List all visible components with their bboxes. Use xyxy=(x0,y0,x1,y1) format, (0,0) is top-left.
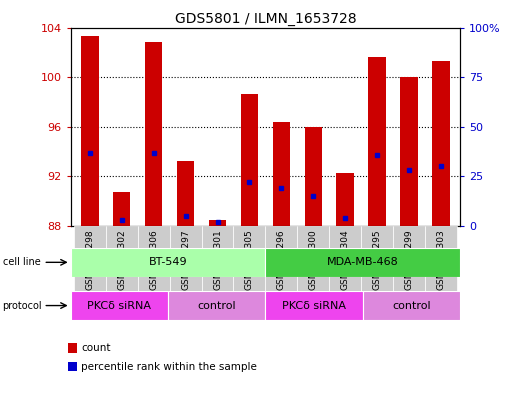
Text: GSM1338304: GSM1338304 xyxy=(341,229,350,290)
Text: GSM1338299: GSM1338299 xyxy=(405,229,414,290)
Bar xyxy=(363,291,460,320)
Bar xyxy=(425,226,457,299)
Text: GSM1338306: GSM1338306 xyxy=(149,229,158,290)
Bar xyxy=(168,291,266,320)
Bar xyxy=(145,42,163,226)
Bar xyxy=(201,226,233,299)
Text: BT-549: BT-549 xyxy=(149,257,187,267)
Text: GSM1338301: GSM1338301 xyxy=(213,229,222,290)
Bar xyxy=(106,226,138,299)
Text: MDA-MB-468: MDA-MB-468 xyxy=(327,257,399,267)
Bar xyxy=(241,94,258,226)
Title: GDS5801 / ILMN_1653728: GDS5801 / ILMN_1653728 xyxy=(175,13,356,26)
Text: GSM1338295: GSM1338295 xyxy=(373,229,382,290)
Text: GSM1338298: GSM1338298 xyxy=(85,229,94,290)
Text: control: control xyxy=(197,301,236,310)
Text: GSM1338297: GSM1338297 xyxy=(181,229,190,290)
Text: protocol: protocol xyxy=(3,301,42,310)
Bar xyxy=(298,226,329,299)
Bar xyxy=(177,162,195,226)
Bar xyxy=(113,193,130,226)
Text: PKCδ siRNA: PKCδ siRNA xyxy=(282,301,346,310)
Bar xyxy=(138,226,169,299)
Text: GSM1338300: GSM1338300 xyxy=(309,229,318,290)
Bar xyxy=(71,248,266,277)
Bar xyxy=(336,173,354,226)
Bar xyxy=(81,36,98,226)
Text: GSM1338296: GSM1338296 xyxy=(277,229,286,290)
Text: PKCδ siRNA: PKCδ siRNA xyxy=(87,301,151,310)
Bar xyxy=(393,226,425,299)
Bar xyxy=(272,122,290,226)
Text: count: count xyxy=(81,343,110,353)
Bar xyxy=(266,248,460,277)
Text: GSM1338303: GSM1338303 xyxy=(437,229,446,290)
Bar xyxy=(361,226,393,299)
Text: percentile rank within the sample: percentile rank within the sample xyxy=(81,362,257,372)
Bar xyxy=(329,226,361,299)
Bar xyxy=(368,57,386,226)
Bar xyxy=(233,226,266,299)
Bar xyxy=(169,226,201,299)
Text: GSM1338305: GSM1338305 xyxy=(245,229,254,290)
Text: cell line: cell line xyxy=(3,257,40,267)
Bar xyxy=(304,127,322,226)
Bar xyxy=(71,291,168,320)
Bar xyxy=(209,220,226,226)
Text: control: control xyxy=(392,301,431,310)
Bar xyxy=(266,291,363,320)
Text: GSM1338302: GSM1338302 xyxy=(117,229,126,290)
Bar xyxy=(433,61,450,226)
Bar xyxy=(266,226,298,299)
Bar xyxy=(401,77,418,226)
Bar xyxy=(74,226,106,299)
